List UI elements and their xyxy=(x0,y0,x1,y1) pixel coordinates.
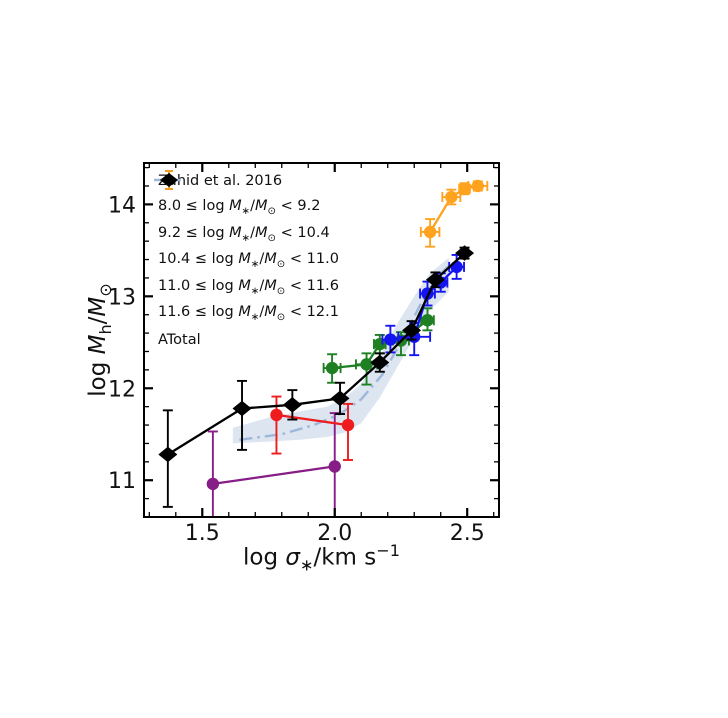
legend-label: 9.2 ≤ log M∗/M⊙ < 10.4 xyxy=(158,224,330,244)
data-point xyxy=(445,190,458,204)
data-point xyxy=(330,390,350,407)
legend-entry: 10.4 ≤ log M∗/M⊙ < 11.0 xyxy=(152,170,339,275)
y-tick-label: 12 xyxy=(108,377,136,402)
data-point xyxy=(282,397,302,413)
data-point xyxy=(450,260,463,274)
x-tick-label: 1.5 xyxy=(185,521,220,546)
legend-label: 8.0 ≤ log M∗/M⊙ < 9.2 xyxy=(158,198,321,218)
data-point xyxy=(328,460,341,473)
series-4 xyxy=(419,179,489,248)
y-axis-label: log Mh/M⊙ xyxy=(85,283,115,397)
y-tick-label: 11 xyxy=(108,469,136,494)
data-point xyxy=(325,361,339,375)
data-point xyxy=(370,354,390,371)
data-point xyxy=(455,245,475,261)
plot-frame xyxy=(143,162,500,518)
series-0 xyxy=(206,412,341,517)
diamond-marker-icon xyxy=(160,173,178,187)
legend-entry: ATotal xyxy=(152,173,339,354)
legend-entry: Zahid et al. 2016 xyxy=(152,168,339,195)
legend: Zahid et al. 2016 8.0 ≤ log M∗/M⊙ < 9.2 9.… xyxy=(152,168,339,354)
data-point xyxy=(402,322,422,339)
plot-area xyxy=(158,179,489,517)
x-tick-label: 2.5 xyxy=(450,521,485,546)
legend-label: 10.4 ≤ log M∗/M⊙ < 11.0 xyxy=(158,251,339,271)
data-point xyxy=(206,477,220,491)
series-line xyxy=(276,413,349,427)
legend-entry: 11.0 ≤ log M∗/M⊙ < 11.6 xyxy=(152,170,339,301)
data-point xyxy=(425,271,445,288)
data-point xyxy=(423,225,437,239)
legend-label: 11.0 ≤ log M∗/M⊙ < 11.6 xyxy=(158,277,339,297)
legend-entry: 8.0 ≤ log M∗/M⊙ < 9.2 xyxy=(152,170,339,222)
series-5 xyxy=(158,245,475,508)
legend-label: ATotal xyxy=(158,332,201,349)
x-axis-label: log σ∗/km s−1 xyxy=(243,541,400,575)
data-point xyxy=(341,418,355,432)
legend-label: 11.6 ≤ log M∗/M⊙ < 12.1 xyxy=(158,304,339,324)
series-1 xyxy=(270,395,355,461)
dashdot-line-icon xyxy=(154,178,184,182)
legend-entry: 9.2 ≤ log M∗/M⊙ < 10.4 xyxy=(152,170,339,248)
legend-label: Zahid et al. 2016 xyxy=(158,173,283,190)
data-point xyxy=(158,446,178,463)
series-line xyxy=(212,465,335,486)
data-point xyxy=(232,400,252,417)
y-tick-label: 13 xyxy=(108,285,136,310)
legend-entry: 11.6 ≤ log M∗/M⊙ < 12.1 xyxy=(152,170,339,328)
data-point xyxy=(471,179,485,193)
series-line xyxy=(429,184,479,233)
x-tick-label: 2.0 xyxy=(317,521,352,546)
data-point xyxy=(421,314,434,327)
y-tick-label: 14 xyxy=(108,193,136,218)
data-point xyxy=(270,408,283,422)
data-point xyxy=(384,333,397,346)
data-point xyxy=(360,358,373,371)
